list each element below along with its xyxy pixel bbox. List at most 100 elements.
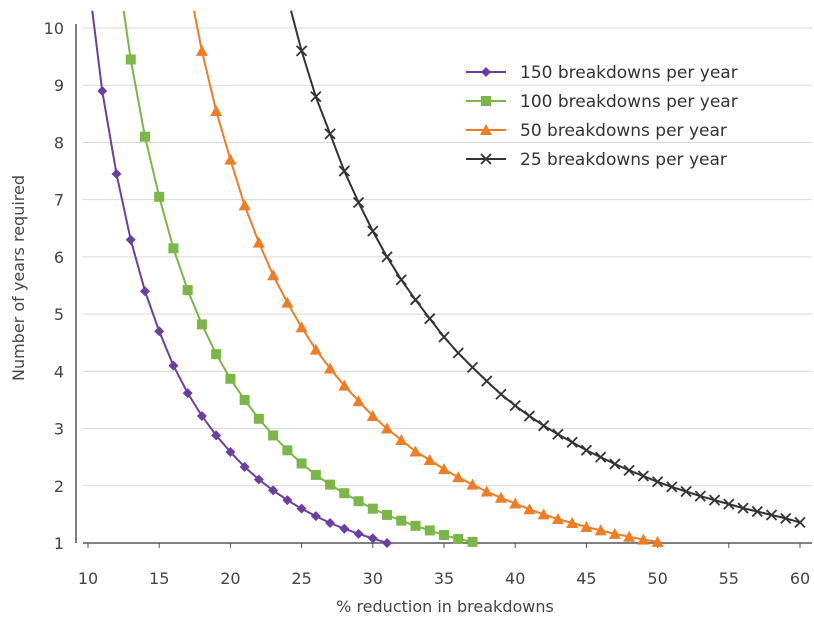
data-point: [195, 44, 208, 56]
data-point: [267, 269, 280, 281]
data-point: [453, 533, 464, 544]
data-point: [438, 331, 450, 343]
data-point: [182, 285, 193, 296]
data-point: [609, 458, 621, 470]
legend-label: 50 breakdowns per year: [520, 121, 727, 141]
data-point: [125, 234, 136, 245]
legend-marker: [480, 124, 492, 135]
y-tick-label: 1: [54, 534, 64, 553]
x-tick-label: 30: [363, 569, 383, 588]
data-point: [409, 294, 422, 306]
data-point: [338, 165, 350, 177]
data-point: [523, 503, 536, 515]
data-point: [324, 128, 336, 140]
data-point: [296, 458, 307, 469]
data-point: [281, 296, 294, 308]
data-point: [538, 420, 550, 432]
x-axis-title: % reduction in breakdowns: [336, 597, 554, 616]
data-point: [367, 503, 378, 514]
data-point: [382, 538, 393, 548]
data-point: [580, 444, 593, 456]
y-axis-title: Number of years required: [9, 175, 28, 381]
data-point: [651, 476, 664, 488]
data-point: [495, 388, 507, 400]
data-point: [381, 251, 393, 263]
series-4: [290, 10, 806, 529]
y-tick-label: 8: [54, 133, 64, 152]
legend-label: 100 breakdowns per year: [520, 92, 738, 112]
data-point: [211, 349, 222, 360]
data-point: [551, 512, 564, 524]
data-point: [210, 104, 223, 116]
series-line: [193, 10, 658, 543]
data-point: [452, 471, 465, 483]
x-tick-label: 20: [220, 569, 240, 588]
series-1: [91, 10, 393, 548]
y-tick-label: 10: [44, 19, 64, 38]
data-point: [309, 343, 322, 355]
data-point: [353, 528, 364, 539]
data-point: [623, 464, 635, 476]
data-point: [352, 196, 365, 209]
x-axis-ticks: 10 15 20 25 30 35 40 45 50 55 60: [78, 543, 810, 588]
data-point: [594, 524, 607, 536]
series-3: [193, 10, 664, 547]
x-tick-label: 15: [149, 569, 169, 588]
data-point: [367, 225, 379, 237]
y-tick-label: 7: [54, 191, 64, 210]
data-point: [509, 497, 522, 509]
legend-label: 25 breakdowns per year: [520, 150, 727, 170]
data-point: [595, 451, 607, 463]
data-point: [395, 274, 407, 286]
data-point: [680, 485, 692, 498]
data-point: [211, 430, 222, 441]
data-point: [424, 313, 436, 325]
data-point: [481, 375, 493, 387]
series-line: [290, 10, 801, 524]
data-point: [623, 530, 636, 542]
data-point: [139, 131, 150, 142]
data-point: [310, 91, 322, 103]
data-point: [396, 515, 407, 526]
data-point: [366, 409, 379, 421]
data-point: [723, 498, 735, 510]
data-point: [196, 410, 207, 421]
data-point: [751, 505, 763, 518]
x-tick-label: 35: [434, 569, 454, 588]
data-point: [125, 54, 136, 65]
x-tick-label: 55: [719, 569, 739, 588]
data-point: [339, 523, 350, 534]
x-tick-label: 25: [291, 569, 311, 588]
legend-marker: [481, 67, 491, 77]
data-point: [666, 481, 678, 493]
data-point: [382, 509, 393, 520]
data-point: [252, 236, 265, 248]
series-line: [91, 10, 388, 544]
data-point: [608, 527, 621, 539]
legend-marker: [480, 153, 492, 165]
data-point: [423, 454, 436, 466]
data-point: [182, 388, 193, 399]
data-point: [352, 395, 365, 407]
y-tick-label: 4: [54, 362, 64, 381]
data-point: [282, 495, 293, 506]
y-tick-label: 6: [54, 248, 64, 267]
data-point: [651, 535, 664, 547]
legend-label: 150 breakdowns per year: [520, 63, 738, 83]
data-point: [537, 508, 550, 520]
legend-item: 50 breakdowns per year: [466, 121, 727, 141]
data-point: [295, 45, 308, 57]
data-point: [466, 478, 479, 490]
data-point: [395, 434, 408, 445]
legend-item: 100 breakdowns per year: [466, 92, 738, 112]
data-point: [268, 485, 279, 496]
data-point: [139, 286, 150, 297]
data-point: [268, 430, 279, 441]
data-point: [339, 488, 350, 499]
data-point: [637, 470, 649, 482]
data-point: [367, 533, 378, 544]
y-tick-label: 2: [54, 477, 64, 496]
x-tick-label: 45: [576, 569, 596, 588]
data-point: [239, 394, 250, 405]
